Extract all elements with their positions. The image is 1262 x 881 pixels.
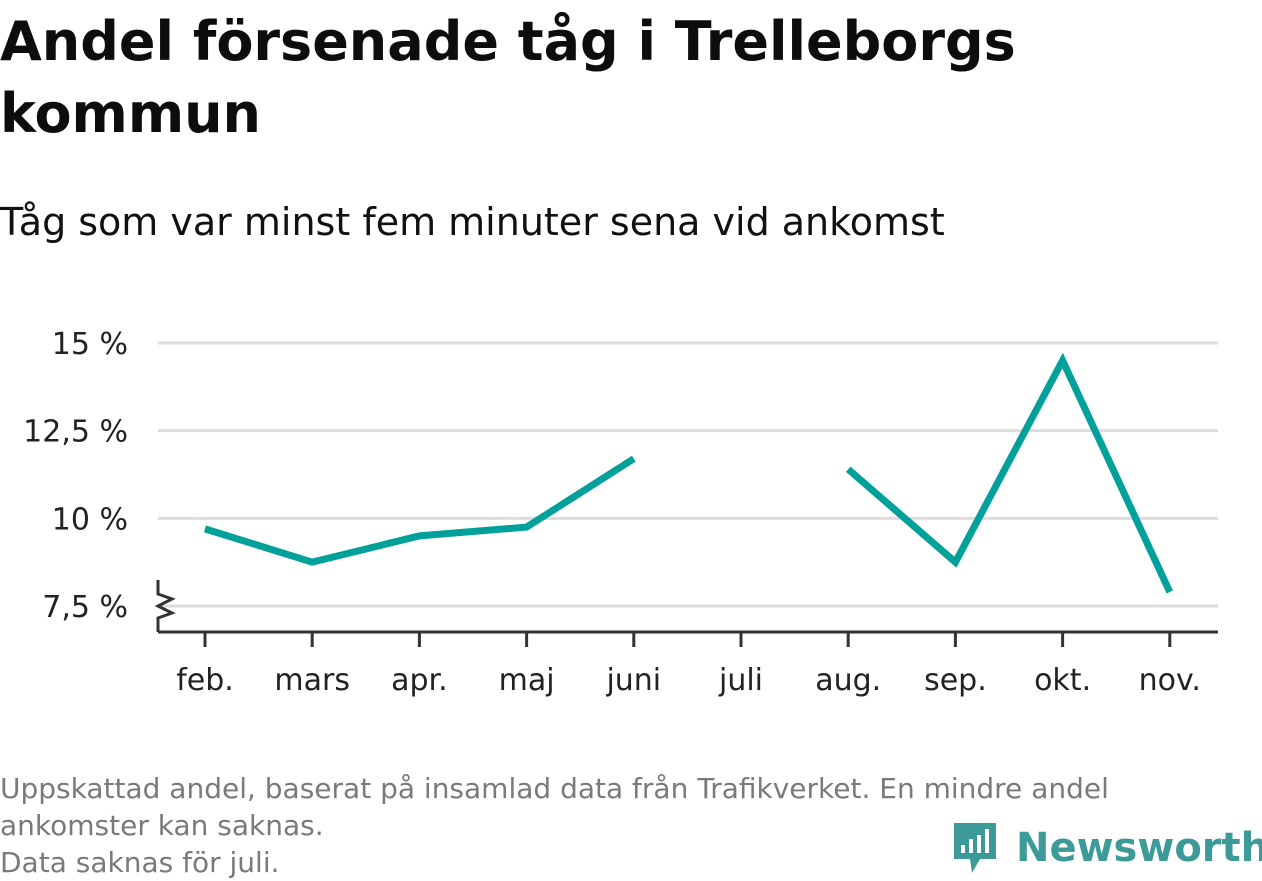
x-tick-label: mars	[274, 663, 350, 698]
x-tick-label: okt.	[1034, 663, 1091, 698]
y-tick-label: 7,5 %	[42, 590, 128, 625]
x-tick-label: sep.	[924, 663, 987, 698]
chart-title: Andel försenade tåg i Trelleborgs kommun	[0, 10, 1016, 145]
x-tick-label: maj	[499, 663, 555, 698]
x-tick-label: juni	[605, 663, 661, 698]
brand-mark: Newsworthy	[950, 818, 1262, 878]
y-tick-label: 10 %	[52, 502, 128, 537]
y-tick-label: 15 %	[52, 327, 128, 362]
x-tick-label: aug.	[815, 663, 881, 698]
y-tick-label: 12,5 %	[23, 415, 128, 450]
x-axis-ticks: feb. mars apr. maj juni juli aug. sep. okt. nov.	[176, 632, 1201, 698]
brand-name: Newsworthy	[1016, 825, 1262, 871]
x-tick-label: feb.	[176, 663, 234, 698]
x-axis	[154, 580, 1218, 634]
footnote-line: ankomster kan saknas.	[0, 809, 324, 842]
series-line	[203, 455, 636, 566]
line-chart: 7,5 % 10 % 12,5 % 15 % feb. mars apr. maj juni j…	[23, 327, 1218, 698]
footnote-line: Data saknas för juli.	[0, 846, 280, 879]
series-line	[845, 352, 1173, 594]
newsworthy-logo-icon	[954, 823, 996, 873]
series-lines	[203, 352, 1173, 594]
grid-lines	[158, 341, 1218, 608]
y-axis-ticks: 7,5 % 10 % 12,5 % 15 %	[23, 327, 128, 625]
chart-subtitle: Tåg som var minst fem minuter sena vid a…	[0, 200, 945, 244]
chart-footnote: Uppskattad andel, baserat på insamlad da…	[0, 770, 1250, 881]
x-tick-label: juli	[718, 663, 763, 698]
x-tick-label: apr.	[391, 663, 448, 698]
x-tick-label: nov.	[1139, 663, 1201, 698]
y-axis-break-icon	[154, 580, 176, 632]
footnote-line: Uppskattad andel, baserat på insamlad da…	[0, 772, 1109, 805]
